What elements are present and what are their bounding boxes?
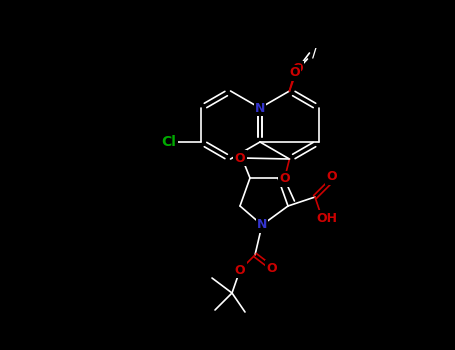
Text: O: O [289,66,300,79]
Text: O: O [235,264,245,276]
Text: OH: OH [317,211,338,224]
Text: O: O [292,63,303,76]
Text: O: O [267,261,277,274]
Text: O: O [235,152,245,164]
Text: Cl: Cl [162,135,177,149]
Text: /: / [312,47,317,60]
Text: N: N [255,102,265,114]
Text: O: O [279,173,290,186]
Text: O: O [327,170,337,183]
Text: N: N [257,218,267,231]
